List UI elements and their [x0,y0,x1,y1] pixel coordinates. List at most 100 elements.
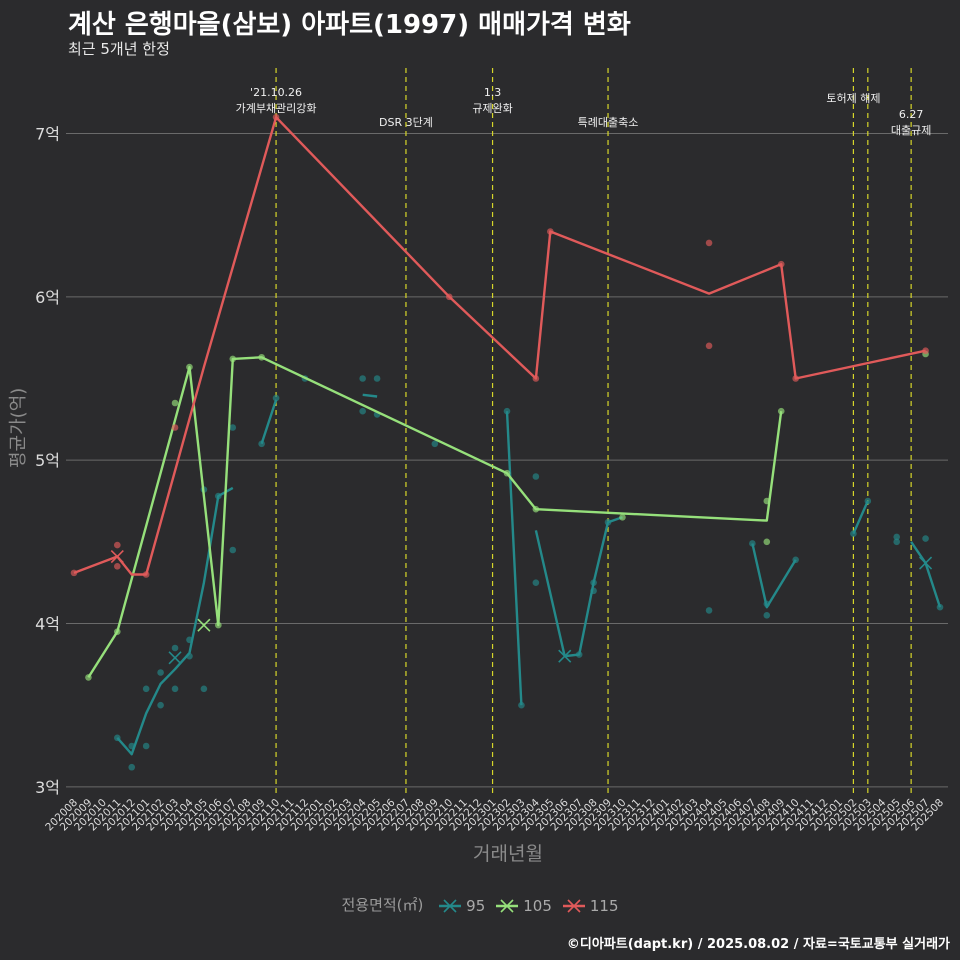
legend-label: 95 [466,896,486,915]
data-point [186,636,193,644]
data-point [705,607,713,614]
data-point [114,734,121,742]
data-point [128,742,136,750]
data-point [114,541,121,549]
policy-event-lines [275,68,912,795]
legend-item-115: 115 [562,897,619,915]
policy-annotation-text: 6.27 [899,108,924,121]
legend-swatch [562,899,585,913]
y-tick-label: 6억 [35,288,60,307]
legend-swatch [496,899,519,913]
x-tick-labels: 2020082020092020102020112020122021012021… [43,796,946,833]
data-point [590,579,597,586]
data-point [503,407,511,415]
data-point [359,407,366,415]
median-marker [110,549,124,564]
data-point [604,518,612,526]
data-point [70,569,78,577]
data-point [142,742,150,750]
chart-subtitle: 최근 5개년 한정 [68,40,170,58]
policy-annotation-text: 1.3 [484,86,502,99]
data-point [936,603,944,611]
data-point [200,685,208,693]
series-line [116,393,942,756]
series-layer [70,113,944,771]
data-point [157,701,164,709]
legend-title: 전용면적(㎡) [341,896,424,914]
data-point [749,540,756,547]
data-point [893,538,900,546]
data-point [114,563,121,570]
data-point [373,375,381,382]
policy-annotation-text: '21.10.26 [250,86,302,99]
data-point [215,621,222,629]
median-marker [558,649,572,663]
series-105 [85,350,929,681]
data-point [532,505,540,513]
data-point [128,763,136,771]
data-point [705,239,713,247]
data-point [431,440,439,448]
data-point [850,530,857,537]
data-point [777,260,785,268]
source-caption: ©디아파트(dapt.kr) / 2025.08.02 / 자료=국토교통부 실… [566,937,950,952]
data-point [142,685,150,693]
data-point [171,685,179,693]
legend-item-105: 105 [495,897,552,915]
data-point [85,674,92,681]
policy-annotation-text: 가계부채관리강화 [236,102,317,115]
data-point [142,571,150,578]
data-point [272,394,280,402]
data-point [763,612,771,619]
chart-title: 계산 은행마을(삼보) 아파트(1997) 매매가격 변화 [68,10,631,40]
data-point [272,113,280,121]
data-point [532,375,540,382]
data-point [705,342,713,350]
x-axis-label: 거래년월 [473,843,543,865]
data-point [503,469,511,477]
median-marker [168,651,182,665]
data-point [590,587,597,595]
series-line [87,356,783,679]
data-point [215,492,222,500]
legend-swatch [439,899,462,913]
data-point [114,628,121,635]
data-point [619,514,626,521]
data-point [864,497,872,505]
legend-item-95: 95 [438,897,485,915]
data-point [922,535,929,542]
data-point [186,363,193,371]
data-point [792,556,799,564]
legend-label: 105 [523,896,552,915]
y-tick-labels: 3억 4억 5억 6억 7억 [35,125,60,797]
y-tick-label: 5억 [35,451,60,470]
data-point [532,473,540,480]
median-marker [919,556,933,570]
policy-annotation-text: 대출규제 [891,124,931,137]
data-point [171,644,179,652]
data-point [575,651,583,658]
data-point [359,375,366,382]
median-marker [197,618,211,632]
y-tick-label: 4억 [35,615,60,634]
data-point [763,600,771,608]
data-point [532,579,540,586]
series-115 [70,113,929,578]
series-95 [114,375,944,771]
data-point [258,353,265,361]
data-point [518,701,525,709]
data-point [792,375,799,382]
data-point [763,497,771,505]
gridlines [66,133,948,788]
data-point [171,424,179,431]
legend-label: 115 [589,896,619,915]
data-point [229,546,237,554]
policy-annotation-text: 규제완화 [472,102,512,115]
data-point [922,347,929,355]
data-point [157,669,164,676]
data-point [186,652,193,660]
data-point [229,355,237,363]
legend: 전용면적(㎡) 95 105 115 [0,894,960,915]
data-point [258,440,265,448]
